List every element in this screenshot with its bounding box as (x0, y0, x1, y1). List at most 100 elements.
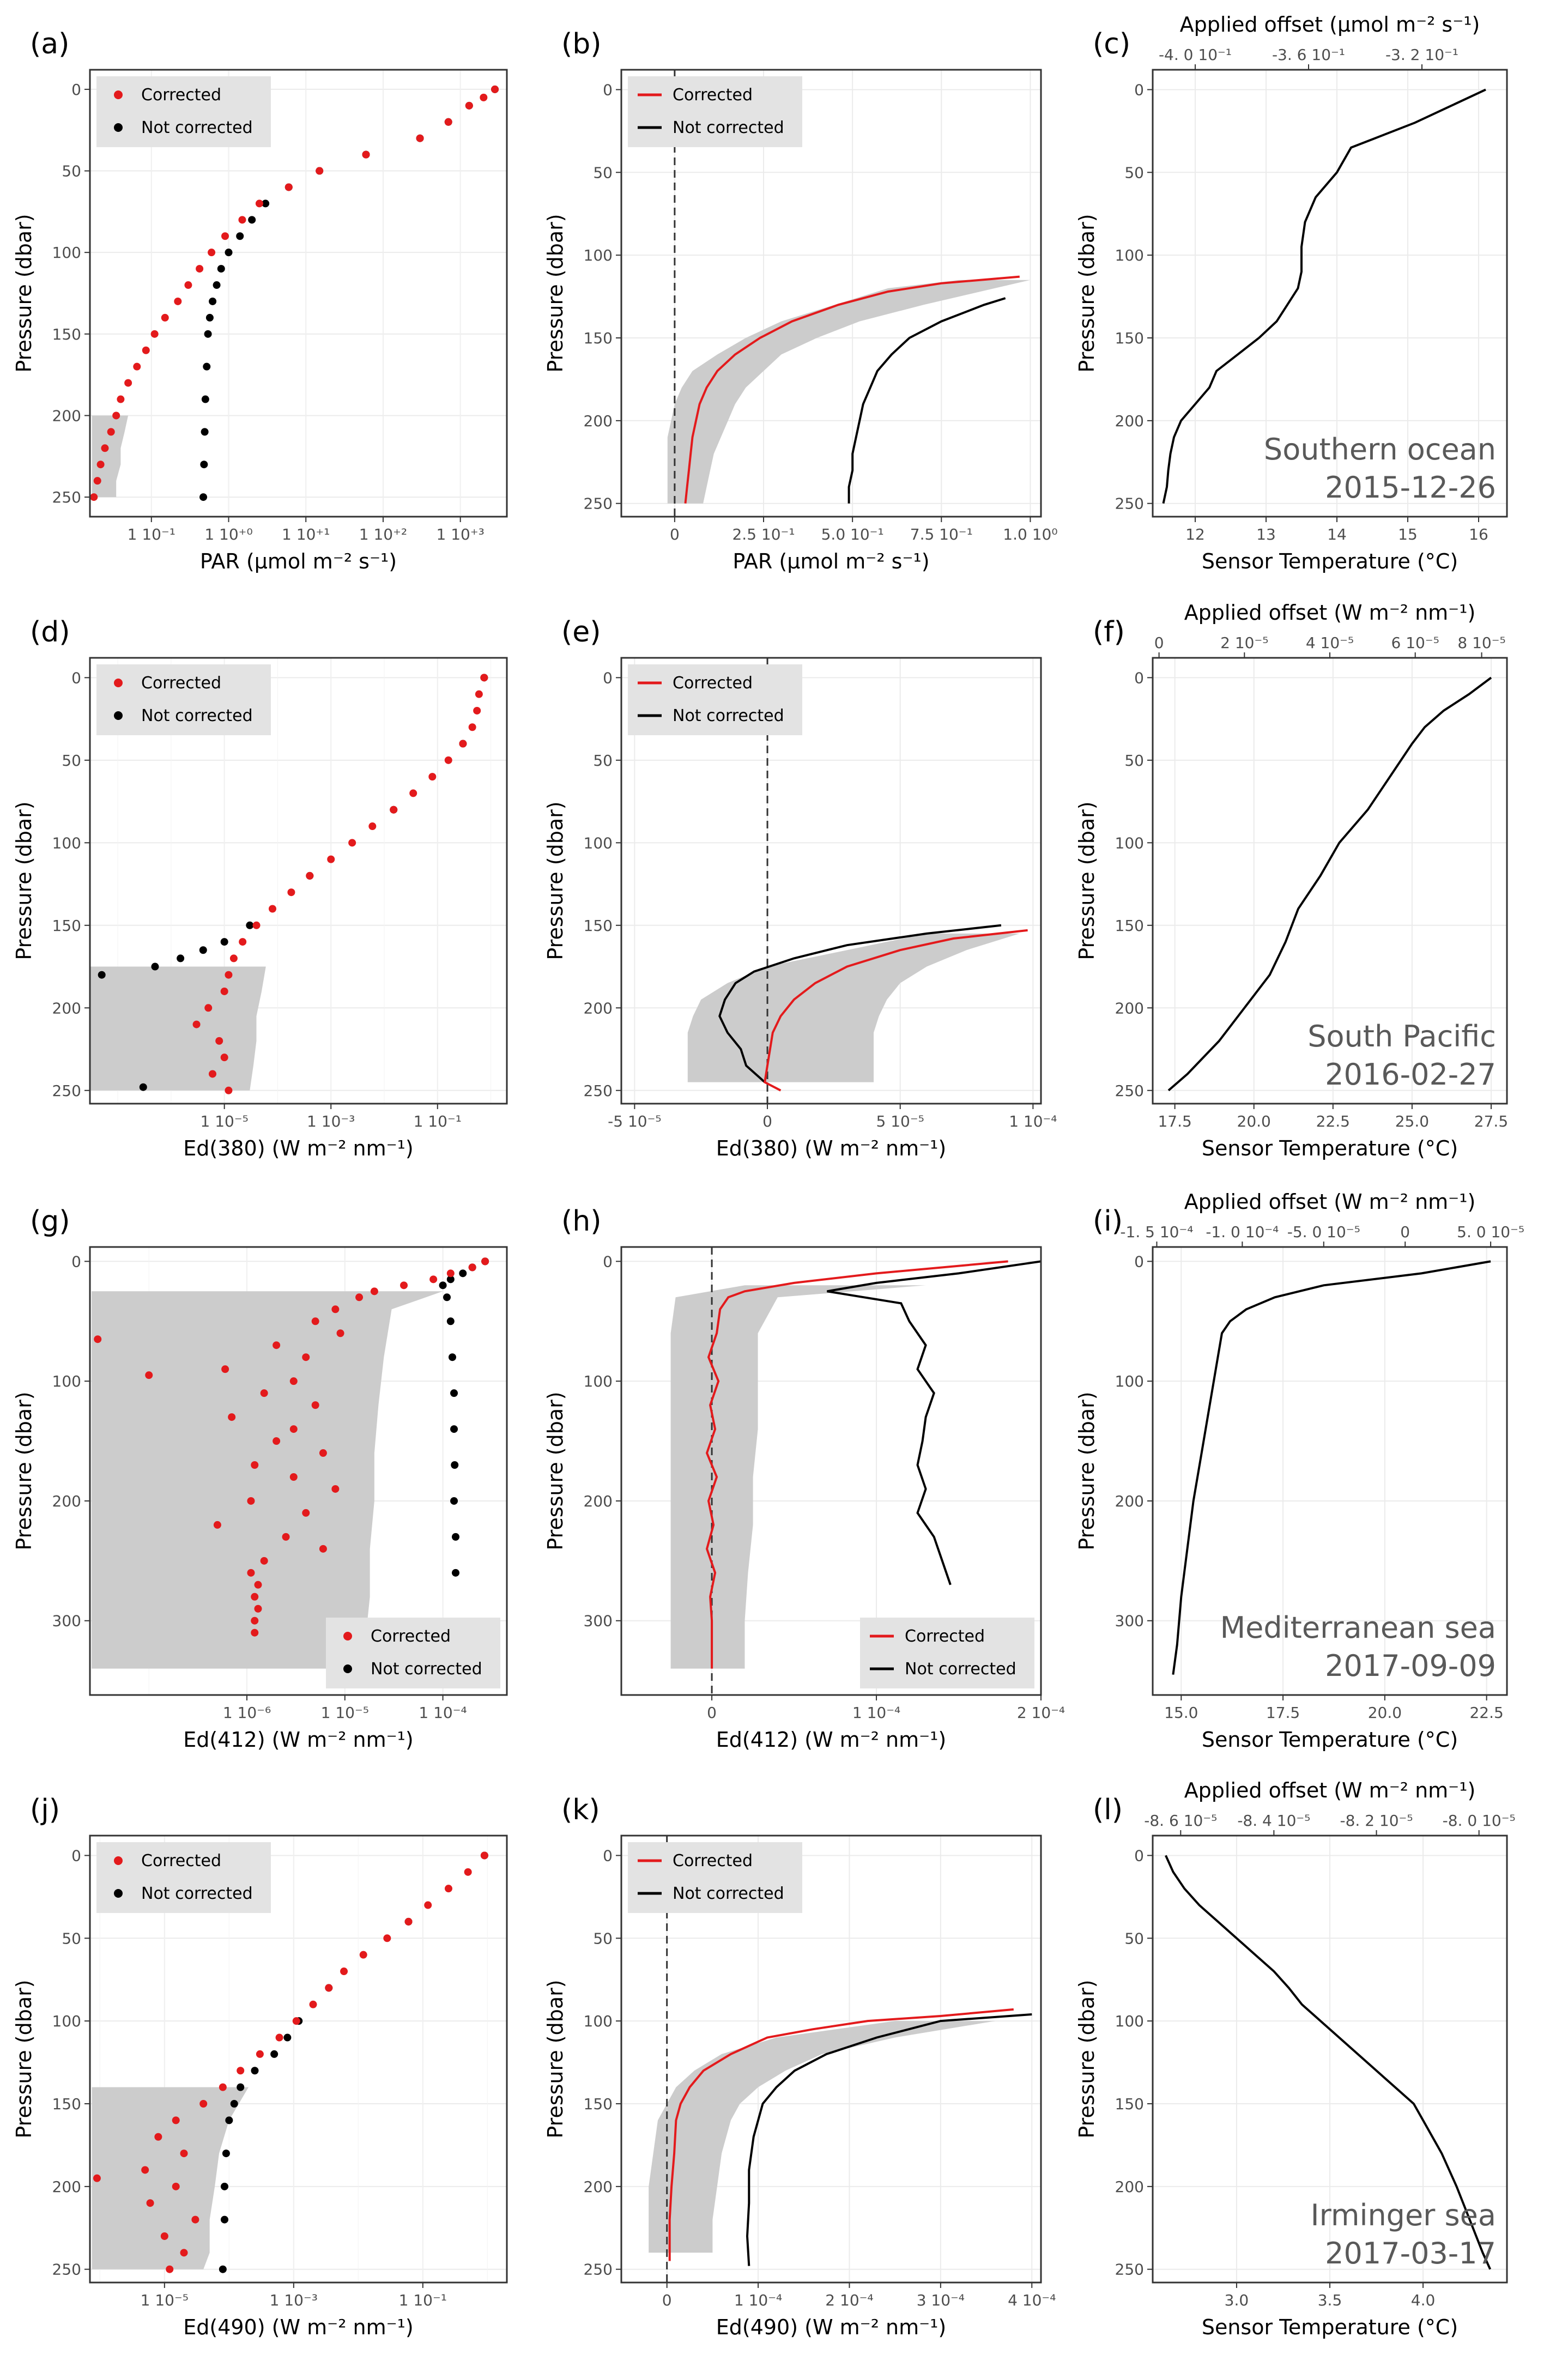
y-tick-label: 100 (584, 246, 613, 264)
panel-frame (620, 1246, 1042, 1696)
top-tick-label: -1. 0 10⁻⁴ (1206, 1223, 1279, 1241)
y-tick-label: 200 (1115, 1492, 1144, 1510)
x-tick-label: 27.5 (1474, 1112, 1508, 1130)
corrected-point (251, 1617, 259, 1625)
corrected-point (172, 2116, 180, 2124)
top-tick-label: 4 10⁻⁵ (1306, 634, 1354, 652)
corrected-point (309, 2000, 317, 2008)
x-axis-title: PAR (µmol m⁻² s⁻¹) (200, 549, 397, 573)
legend-box (628, 664, 802, 735)
x-tick-label: 20.0 (1237, 1112, 1271, 1130)
site-name: Mediterranean sea (1220, 1611, 1496, 1645)
not-corrected-point (199, 493, 208, 501)
site-name: South Pacific (1307, 1019, 1496, 1054)
y-axis-title: Pressure (dbar) (12, 1391, 36, 1550)
x-tick-label: 14 (1327, 525, 1347, 543)
not-corrected-point (262, 199, 270, 208)
x-tick-label: 15 (1398, 525, 1418, 543)
corrected-point (256, 2050, 264, 2058)
panel-e: -5 10⁻⁵ 0 5 10⁻⁵ 1 10⁻⁴ 0 50 100 150 200 250 Ed(38… (543, 616, 1057, 1160)
y-tick-label: 150 (52, 917, 81, 935)
legend-label-corrected: Corrected (673, 1851, 753, 1870)
legend-box (326, 1618, 500, 1688)
corrected-point (273, 1437, 281, 1445)
legend-key-not-corrected (114, 1889, 123, 1898)
y-tick-label: 100 (584, 2012, 613, 2030)
x-tick-label: 1 10⁻⁴ (419, 1704, 467, 1722)
x-axis-title: Ed(412) (W m⁻² nm⁻¹) (183, 1728, 413, 1752)
x-axis-title: Sensor Temperature (°C) (1202, 549, 1458, 573)
legend-label-not-corrected: Not corrected (905, 1660, 1016, 1679)
y-tick-label: 0 (71, 81, 81, 99)
corrected-point (255, 199, 263, 208)
y-tick-label: 150 (584, 329, 613, 347)
corrected-point (311, 1317, 319, 1325)
legend-label-not-corrected: Not corrected (141, 706, 253, 725)
y-tick-label: 200 (52, 2178, 81, 2196)
panel-b: 0 2.5 10⁻¹ 5.0 10⁻¹ 7.5 10⁻¹ 1.0 10⁰ 0 50 100 15… (543, 28, 1058, 573)
not-corrected-point (177, 954, 185, 962)
corrected-point (219, 2083, 227, 2091)
corrected-point (229, 954, 238, 962)
panel-a: 1 10⁻¹ 1 10⁺⁰ 1 10⁺¹ 1 10⁺² 1 10⁺³ 0 50 100 150 2… (12, 28, 508, 573)
y-tick-label: 200 (584, 2178, 613, 2196)
y-tick-label: 100 (52, 244, 81, 262)
panel-label: (a) (30, 28, 69, 60)
x-tick-label: 1 10⁻¹ (414, 1112, 462, 1130)
corrected-point (444, 118, 452, 126)
y-tick-label: 250 (52, 1082, 81, 1100)
not-corrected-point (203, 362, 211, 371)
corrected-point (221, 232, 229, 240)
x-tick-label: 2 10⁻⁴ (1017, 1704, 1065, 1722)
corrected-point (225, 1086, 233, 1094)
corrected-point (161, 313, 169, 322)
not-corrected-point (139, 1083, 147, 1091)
x-tick-label: 22.5 (1469, 1704, 1503, 1722)
y-tick-label: 250 (1115, 495, 1144, 513)
y-tick-label: 100 (1115, 834, 1144, 852)
panel-l: 3.0 3.5 4.0 0 50 100 150 200 250 -8. 6 10⁻⁵ -8. 4 … (1075, 1778, 1516, 2339)
x-tick-label: 22.5 (1316, 1112, 1350, 1130)
not-corrected-point (450, 1389, 458, 1397)
corrected-point (348, 839, 356, 847)
uncertainty-band (92, 1291, 443, 1669)
corrected-point (289, 1473, 298, 1481)
y-tick-label: 50 (62, 162, 81, 180)
y-tick-label: 50 (593, 164, 613, 181)
x-tick-label: 4.0 (1411, 2291, 1436, 2309)
corrected-point (220, 1054, 228, 1062)
site-name: Irminger sea (1311, 2198, 1496, 2232)
temperature-profile-line (1172, 1260, 1491, 1675)
corrected-point (370, 1287, 378, 1295)
y-tick-label: 0 (1134, 1847, 1144, 1864)
top-tick-label: -3. 2 10⁻¹ (1385, 46, 1458, 64)
corrected-point (199, 2100, 208, 2108)
corrected-point (327, 855, 335, 863)
y-axis-title: Pressure (dbar) (12, 801, 36, 960)
corrected-point (336, 1329, 344, 1337)
y-tick-label: 100 (584, 1372, 613, 1390)
legend-label-not-corrected: Not corrected (371, 1660, 482, 1679)
not-corrected-point (246, 921, 254, 929)
corrected-point (117, 395, 125, 403)
panel-label: (e) (561, 616, 601, 649)
corrected-point (166, 2265, 174, 2273)
x-tick-label: -5 10⁻⁵ (608, 1112, 661, 1130)
not-corrected-point (450, 1425, 458, 1433)
legend-label-corrected: Corrected (673, 674, 753, 693)
x-tick-label: 1 10⁺⁰ (204, 525, 252, 543)
x-axis-title: Ed(490) (W m⁻² nm⁻¹) (183, 2315, 413, 2339)
legend-key-corrected (114, 1856, 123, 1865)
profile-date: 2017-09-09 (1325, 1649, 1496, 1683)
corrected-point (404, 1917, 413, 1926)
not-corrected-line (827, 1260, 1042, 1585)
corrected-point (444, 756, 452, 764)
site-name: Southern ocean (1264, 432, 1496, 467)
corrected-point (481, 1257, 489, 1266)
panel-c: 12 13 14 15 16 0 50 100 150 200 250 -4. 0 10⁻¹ -3. 6… (1075, 13, 1508, 573)
y-tick-label: 0 (71, 669, 81, 687)
corrected-point (141, 2166, 149, 2174)
corrected-line (684, 275, 1020, 504)
not-corrected-point (451, 1533, 459, 1541)
x-tick-label: 12 (1185, 525, 1205, 543)
